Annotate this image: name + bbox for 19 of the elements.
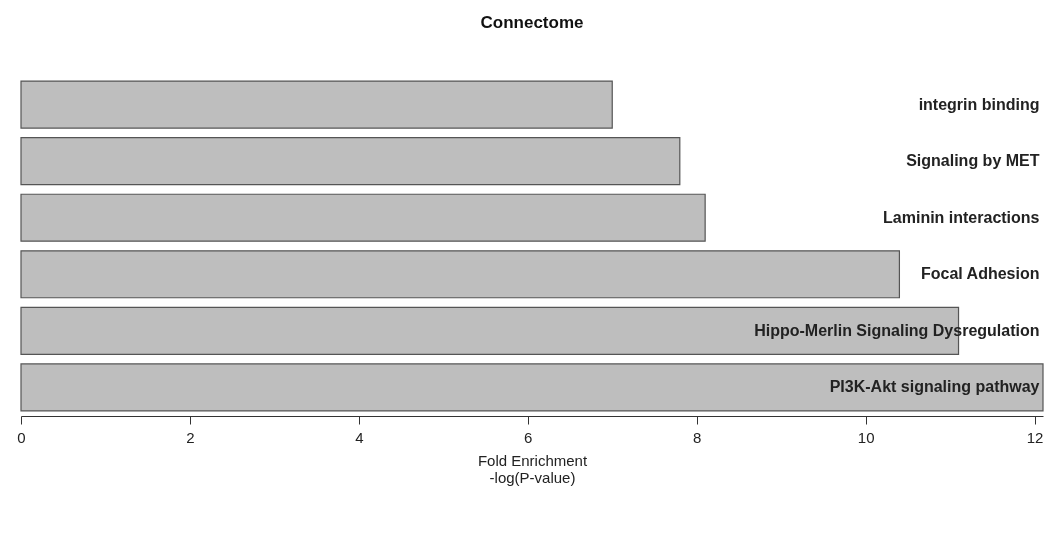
- x-axis-title: Fold Enrichment -log(P-value): [477, 451, 588, 486]
- y-tick-label: Signaling by MET: [906, 152, 1040, 170]
- bar: [20, 250, 901, 299]
- bar: [20, 363, 1044, 412]
- x-tick-label: 12: [1026, 428, 1044, 446]
- x-tick-label: 4: [355, 428, 364, 446]
- x-tick-label: 8: [693, 428, 702, 446]
- bar: [20, 80, 613, 129]
- y-tick-label: Laminin interactions: [883, 208, 1040, 226]
- chart-title: Connectome: [480, 13, 584, 32]
- x-tick-label: 2: [186, 428, 195, 446]
- x-tick-label: 10: [857, 428, 875, 446]
- y-tick-label: PI3K-Akt signaling pathway: [829, 378, 1040, 396]
- y-tick-label: integrin binding: [918, 95, 1040, 113]
- bar: [20, 137, 681, 186]
- bar: [20, 193, 706, 242]
- x-tick-label: 6: [524, 428, 533, 446]
- x-tick-label: 0: [17, 428, 26, 446]
- y-tick-label: Focal Adhesion: [920, 265, 1040, 283]
